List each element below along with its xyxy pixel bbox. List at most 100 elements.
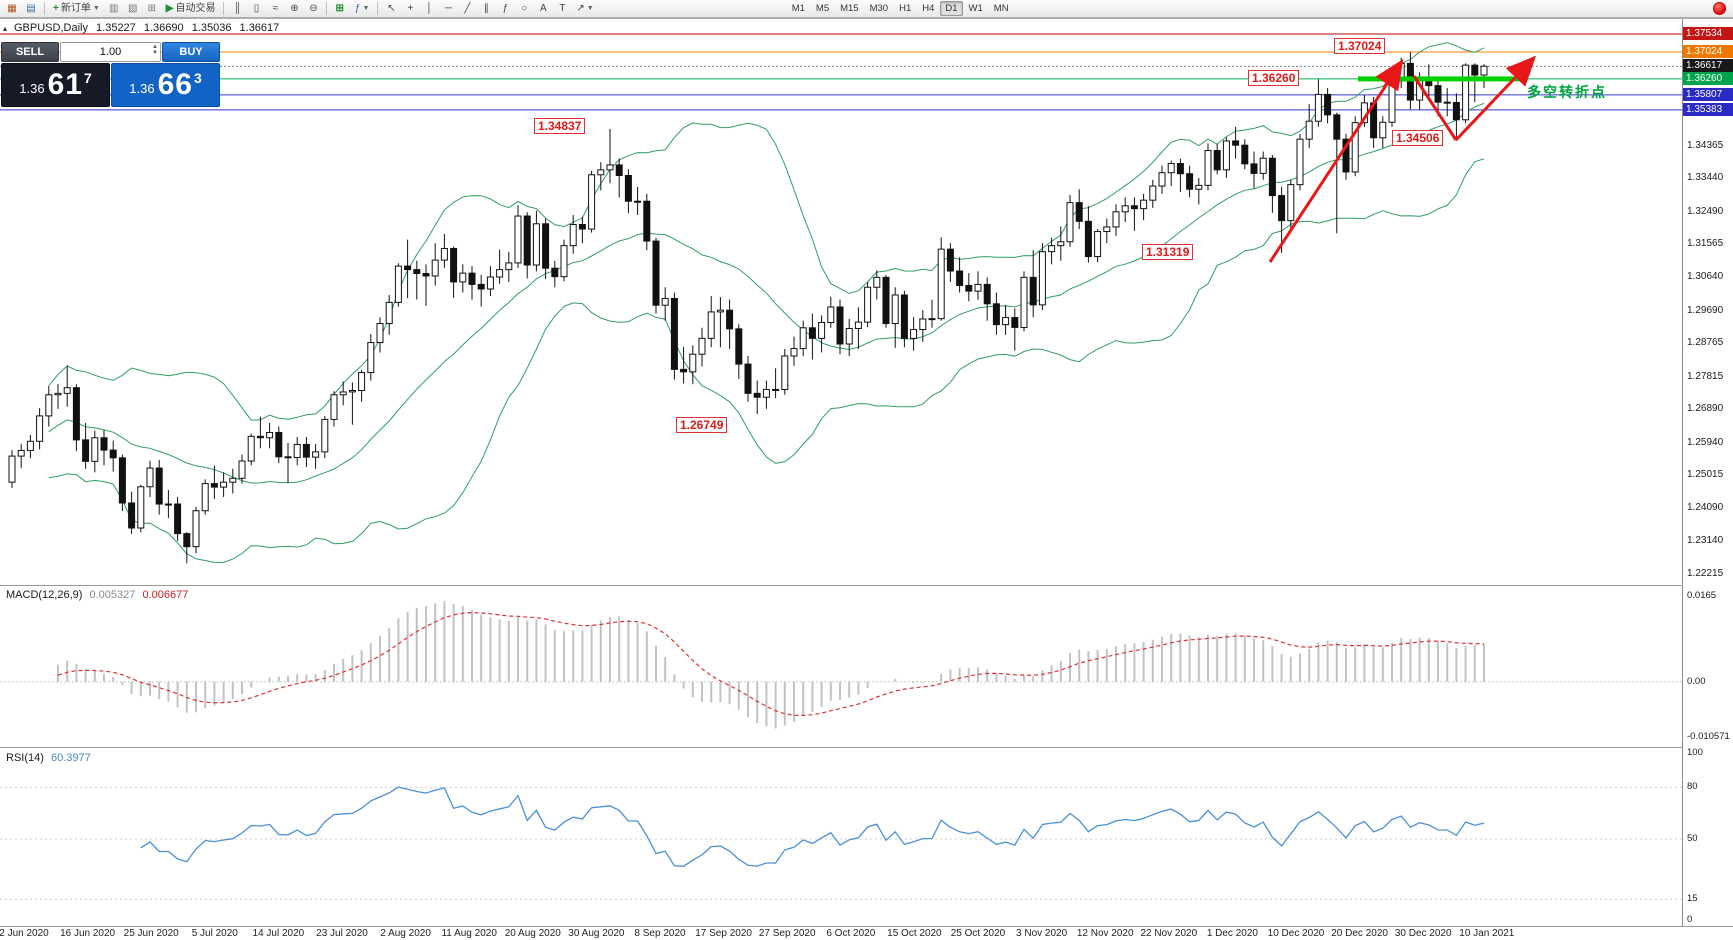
shapes-icon[interactable]: ○ bbox=[515, 1, 533, 17]
date-label: 20 Aug 2020 bbox=[504, 928, 561, 939]
quick-trade-collapse-icon[interactable]: ▴ bbox=[3, 24, 8, 33]
price-tag: 1.35807 bbox=[1683, 87, 1733, 101]
vertical-line-icon[interactable]: │ bbox=[420, 1, 438, 17]
timeframe-d1[interactable]: D1 bbox=[940, 1, 963, 16]
indicators-icon[interactable]: ƒ ▼ bbox=[351, 1, 374, 17]
date-label: 12 Nov 2020 bbox=[1076, 928, 1134, 939]
navigator-icon[interactable]: ▧ bbox=[124, 1, 142, 17]
indicator-scale-label: 100 bbox=[1687, 747, 1703, 758]
date-label: 5 Jul 2020 bbox=[191, 928, 238, 939]
macd-pane-header: MACD(12,26,9) 0.005327 0.006677 bbox=[6, 589, 192, 601]
sell-button[interactable]: SELL bbox=[1, 42, 59, 62]
date-axis[interactable]: 2 Jun 2020 16 Jun 2020 25 Jun 2020 5 Jul 20… bbox=[0, 927, 1683, 940]
zoom-in-icon[interactable]: ⊕ bbox=[285, 1, 303, 17]
chart-ohlc-header: GBPUSD,Daily 1.35227 1.36690 1.35036 1.3… bbox=[14, 22, 284, 34]
volume-spinner[interactable]: ▲ ▼ bbox=[152, 44, 158, 56]
date-label: 16 Jun 2020 bbox=[60, 928, 116, 939]
price-scale-label: 1.30640 bbox=[1687, 271, 1724, 283]
price-annotation[interactable]: 1.26749 bbox=[676, 417, 728, 433]
macd-main-value: 0.005327 bbox=[89, 589, 136, 601]
timeframe-m15[interactable]: M15 bbox=[835, 1, 863, 16]
date-label: 14 Jul 2020 bbox=[252, 928, 305, 939]
timeframe-m30[interactable]: M30 bbox=[865, 1, 893, 16]
rsi-label: RSI(14) bbox=[6, 752, 44, 764]
low-value: 1.35036 bbox=[191, 22, 232, 34]
notification-icon[interactable] bbox=[1713, 2, 1726, 15]
buy-price-big: 66 bbox=[157, 68, 193, 101]
zoom-out-icon[interactable]: ⊖ bbox=[304, 1, 322, 17]
horizontal-line-icon[interactable]: ─ bbox=[439, 1, 457, 17]
new-chart-icon[interactable]: ▦ bbox=[3, 1, 21, 17]
price-annotation[interactable]: 1.36260 bbox=[1248, 70, 1300, 86]
timeframe-mn[interactable]: MN bbox=[989, 1, 1014, 16]
date-label: 11 Aug 2020 bbox=[441, 928, 497, 939]
price-tag: 1.36617 bbox=[1683, 59, 1733, 73]
indicator-scale-label: 80 bbox=[1687, 781, 1698, 793]
sell-price-sup: 7 bbox=[83, 70, 92, 86]
date-label: 22 Nov 2020 bbox=[1140, 928, 1198, 939]
price-scale[interactable]: 1.37534 1.37024 1.36617 1.36260 1.35807 1.353… bbox=[1683, 19, 1733, 925]
toolbar-separator bbox=[223, 2, 225, 15]
candlestick-chart-icon[interactable]: ▯ bbox=[247, 1, 265, 17]
arrows-tool-icon[interactable]: ↗ ▼ bbox=[572, 1, 597, 17]
price-scale-label: 1.27815 bbox=[1687, 370, 1724, 382]
price-tag: 1.37024 bbox=[1683, 44, 1733, 58]
date-label: 2 Aug 2020 bbox=[380, 928, 431, 939]
date-label: 20 Dec 2020 bbox=[1331, 928, 1388, 939]
date-label: 23 Jul 2020 bbox=[316, 928, 368, 939]
crosshair-icon[interactable]: + bbox=[401, 1, 419, 17]
indicator-scale-label: 50 bbox=[1687, 833, 1698, 844]
price-scale-label: 1.22215 bbox=[1687, 568, 1724, 579]
sell-price-display[interactable]: 1.36 61 7 bbox=[1, 63, 110, 107]
price-scale-label: 1.32490 bbox=[1687, 205, 1724, 217]
timeframe-h1[interactable]: H1 bbox=[894, 1, 916, 16]
buy-price-display[interactable]: 1.36 66 3 bbox=[111, 63, 220, 107]
price-scale-label: 1.31565 bbox=[1687, 238, 1724, 250]
timeframe-m1[interactable]: M1 bbox=[787, 1, 810, 16]
volume-value: 1.00 bbox=[99, 46, 122, 58]
one-click-trading-panel: SELL 1.00 ▲ ▼ BUY 1.36 61 7 1.36 66 3 bbox=[1, 42, 220, 107]
buy-price-sup: 3 bbox=[193, 70, 202, 86]
date-label: 3 Nov 2020 bbox=[1016, 928, 1068, 939]
auto-trading-button[interactable]: ▶ 自动交易 bbox=[162, 1, 220, 17]
buy-button[interactable]: BUY bbox=[162, 42, 220, 62]
market-watch-icon[interactable]: ▥ bbox=[105, 1, 123, 17]
trendline-icon[interactable]: ╱ bbox=[458, 1, 476, 17]
plus-icon: + bbox=[53, 2, 59, 14]
play-icon: ▶ bbox=[165, 2, 174, 14]
timeframe-m5[interactable]: M5 bbox=[811, 1, 834, 16]
price-annotation[interactable]: 1.34506 bbox=[1392, 130, 1444, 146]
fibonacci-icon[interactable]: ƒ bbox=[496, 1, 514, 17]
volume-input[interactable]: 1.00 ▲ ▼ bbox=[60, 42, 161, 62]
spinner-down-icon[interactable]: ▼ bbox=[152, 50, 158, 56]
price-scale-label: 1.34365 bbox=[1687, 139, 1724, 151]
price-annotation[interactable]: 1.37024 bbox=[1334, 38, 1386, 54]
indicator-scale-label: -0.010571 bbox=[1687, 731, 1730, 742]
cursor-icon[interactable]: ↖ bbox=[382, 1, 400, 17]
price-scale-label: 1.25015 bbox=[1687, 469, 1724, 481]
turning-point-label[interactable]: 多空转折点 bbox=[1527, 84, 1607, 100]
price-scale-label: 1.28765 bbox=[1687, 337, 1724, 349]
terminal-icon[interactable]: ⊞ bbox=[143, 1, 161, 17]
profiles-icon[interactable]: ▤ bbox=[22, 1, 40, 17]
toolbar-separator bbox=[377, 2, 379, 15]
toolbar: ▦ ▤ + 新订单 ▼ ▥ ▧ ⊞ ▶ 自动交易 ║ ▯ ≈ ⊕ ⊖ ⊞ ƒ ▼ ↖… bbox=[0, 0, 1733, 18]
bar-chart-icon[interactable]: ║ bbox=[228, 1, 246, 17]
macd-label: MACD(12,26,9) bbox=[6, 589, 83, 601]
price-annotation[interactable]: 1.34837 bbox=[534, 118, 586, 134]
price-annotation[interactable]: 1.31319 bbox=[1142, 244, 1194, 260]
symbol-period-label: GBPUSD,Daily bbox=[14, 22, 88, 34]
timeframe-w1[interactable]: W1 bbox=[964, 1, 988, 16]
tile-windows-icon[interactable]: ⊞ bbox=[331, 1, 349, 17]
indicator-scale-label: 0.00 bbox=[1687, 675, 1706, 687]
text-tool-icon[interactable]: A bbox=[534, 1, 552, 17]
channel-icon[interactable]: ∥ bbox=[477, 1, 495, 17]
new-order-button[interactable]: + 新订单 ▼ bbox=[49, 1, 104, 17]
timeframe-h4[interactable]: H4 bbox=[917, 1, 939, 16]
line-chart-icon[interactable]: ≈ bbox=[266, 1, 284, 17]
rsi-pane-header: RSI(14) 60.3977 bbox=[6, 752, 95, 764]
sell-price-prefix: 1.36 bbox=[19, 80, 45, 96]
text-label-icon[interactable]: T bbox=[553, 1, 571, 17]
price-tag: 1.35383 bbox=[1683, 102, 1733, 116]
